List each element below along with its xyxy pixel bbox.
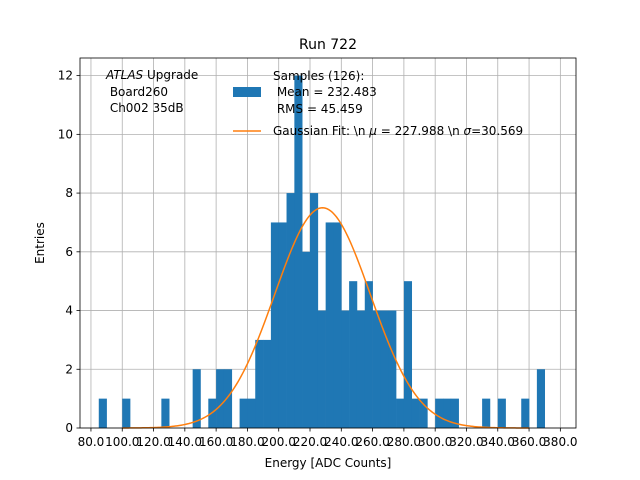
y-tick-label: 4: [65, 304, 73, 318]
histogram-bar: [482, 398, 491, 428]
x-tick-label: 220.0: [293, 435, 327, 449]
fit-sigma-text: =30.569: [471, 124, 523, 138]
histogram-bar: [497, 398, 506, 428]
histogram-bar: [536, 369, 546, 428]
histogram-bar: [450, 398, 459, 428]
histogram-bar: [349, 281, 358, 428]
histogram-bar: [192, 369, 201, 428]
x-tick-label: 160.0: [199, 435, 233, 449]
x-tick-label: 100.0: [105, 435, 139, 449]
legend-samples-line-2: Mean = 232.483: [273, 85, 377, 99]
annotation-line-2: Board260: [106, 85, 168, 99]
annotation-line-1: ATLAS Upgrade: [105, 68, 198, 82]
legend-fit-label: Gaussian Fit: \n μ = 227.988 \n σ=30.569: [273, 124, 523, 138]
histogram-bar: [521, 398, 530, 428]
y-tick-label: 10: [58, 127, 73, 141]
fit-mu-text: = 227.988 \n: [377, 124, 464, 138]
x-tick-label: 320.0: [449, 435, 483, 449]
x-tick-label: 240.0: [324, 435, 358, 449]
upgrade-label: Upgrade: [143, 68, 198, 82]
axes-frame: [79, 57, 577, 429]
histogram-bar: [310, 193, 319, 428]
x-axis-ticks: 80.0 100.0120.0140.0160.0180.0200.0220.02…: [78, 428, 578, 449]
histogram-bar: [396, 398, 405, 428]
histogram-bar: [419, 398, 428, 428]
atlas-annotation: ATLAS Upgrade Board260 Ch002 35dB: [105, 68, 198, 115]
histogram-bar: [278, 222, 287, 428]
sigma-symbol: σ: [464, 124, 472, 138]
x-tick-label: 340.0: [481, 435, 515, 449]
histogram-bars: [98, 75, 546, 428]
x-tick-label: 200.0: [262, 435, 296, 449]
y-tick-label: 2: [65, 362, 73, 376]
x-tick-label: 380.0: [543, 435, 577, 449]
mu-symbol: μ: [368, 124, 377, 138]
histogram-bar: [372, 310, 381, 428]
x-tick-label: 360.0: [512, 435, 546, 449]
histogram-bar: [270, 222, 280, 428]
x-tick-label: 80.0: [78, 435, 105, 449]
histogram-bar: [380, 310, 389, 428]
histogram-bar: [216, 369, 225, 428]
y-tick-label: 6: [65, 245, 73, 259]
histogram-bar: [317, 310, 326, 428]
x-tick-label: 300.0: [418, 435, 452, 449]
x-tick-label: 140.0: [168, 435, 202, 449]
histogram-bar: [98, 398, 107, 428]
histogram-bar: [403, 281, 413, 428]
histogram-bar: [122, 398, 131, 428]
x-tick-label: 260.0: [355, 435, 389, 449]
histogram-bar: [435, 398, 444, 428]
histogram-bar: [223, 369, 233, 428]
chart-title: Run 722: [299, 37, 357, 53]
x-tick-label: 280.0: [387, 435, 421, 449]
atlas-label: ATLAS: [105, 68, 144, 82]
histogram-bar: [255, 339, 264, 428]
legend-samples-line-1: Samples (126):: [273, 69, 364, 83]
histogram-bar: [302, 251, 311, 428]
histogram-bar: [333, 222, 342, 428]
x-tick-label: 120.0: [136, 435, 170, 449]
histogram-bar: [161, 398, 170, 428]
histogram-bar: [341, 310, 350, 428]
histogram-bar: [239, 398, 248, 428]
histogram-bar: [247, 398, 256, 428]
annotation-line-3: Ch002 35dB: [106, 101, 184, 115]
legend-samples-swatch: [233, 87, 261, 97]
histogram-bar: [411, 398, 420, 428]
histogram-bar: [356, 310, 366, 428]
y-tick-label: 0: [65, 421, 73, 435]
fit-prefix: Gaussian Fit: \n: [273, 124, 369, 138]
histogram-bar: [286, 193, 295, 428]
histogram-bar: [325, 222, 334, 428]
y-axis-ticks: 0 2 4 6 8 10 12: [58, 69, 80, 435]
y-tick-label: 8: [65, 186, 73, 200]
histogram-bar: [263, 339, 272, 428]
x-tick-label: 180.0: [230, 435, 264, 449]
legend: Samples (126): Mean = 232.483 RMS = 45.4…: [233, 69, 523, 138]
histogram-bar: [294, 75, 303, 428]
histogram-bar: [364, 281, 373, 428]
legend-samples-line-3: RMS = 45.459: [273, 102, 363, 116]
x-axis-label: Energy [ADC Counts]: [265, 456, 392, 470]
histogram-bar: [388, 310, 397, 428]
histogram-bar: [443, 398, 452, 428]
gaussian-fit-curve: [122, 207, 530, 429]
y-axis-label: Entries: [33, 222, 47, 264]
y-tick-label: 12: [58, 69, 73, 83]
